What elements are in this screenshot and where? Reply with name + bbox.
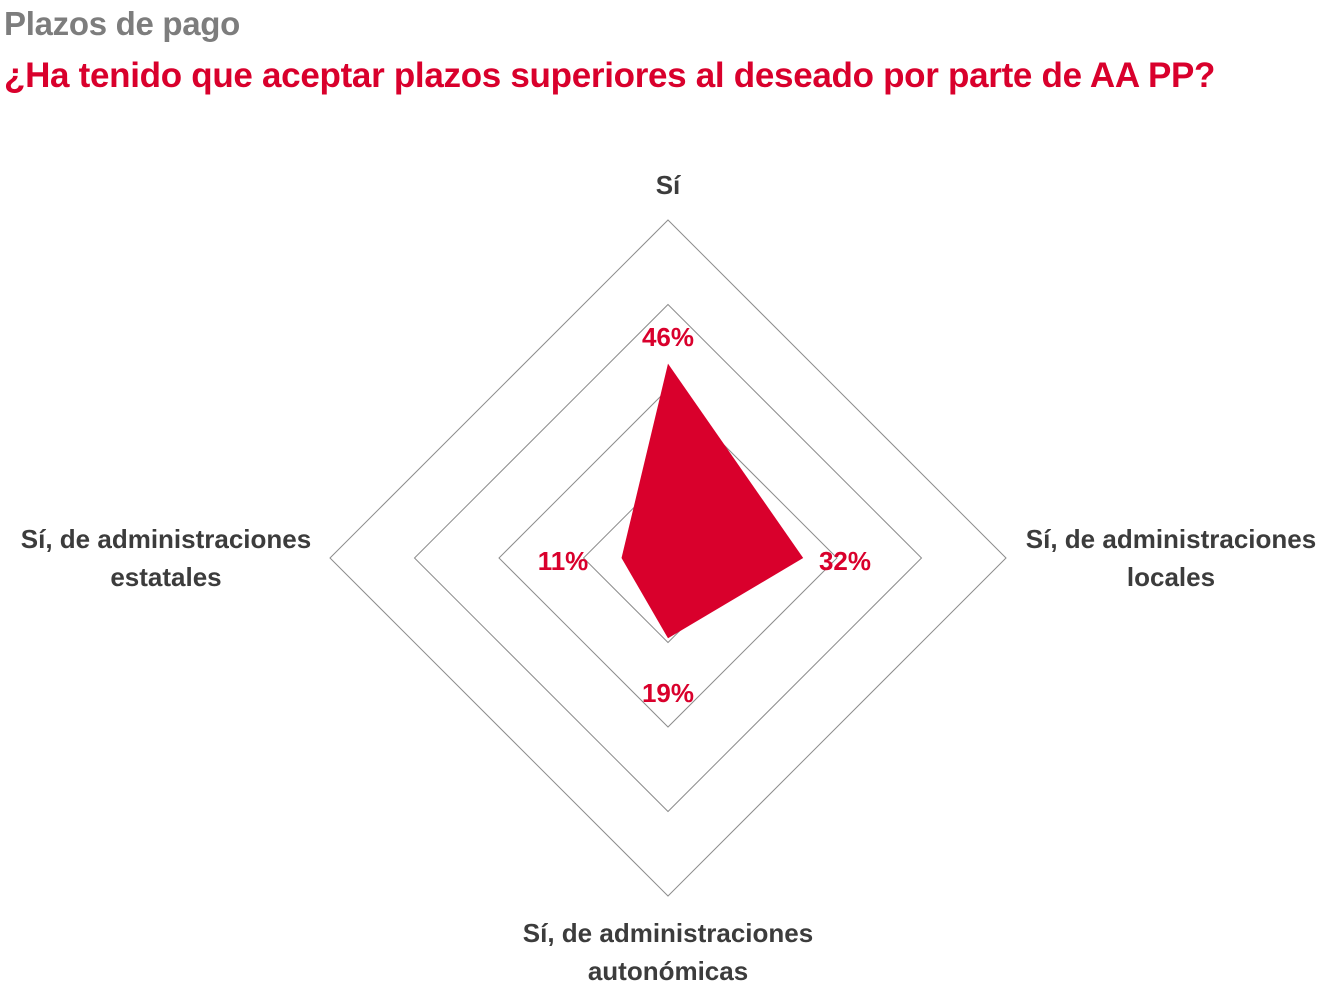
chart-title: ¿Ha tenido que aceptar plazos superiores… [4, 56, 1216, 95]
axis-label-3: Sí, de administraciones autonómicas [523, 918, 813, 986]
value-label-1: 46% [642, 322, 694, 352]
axis-label-line: autonómicas [588, 956, 748, 986]
value-label-2: 32% [819, 546, 871, 576]
axis-label-2: Sí, de administraciones locales [1026, 524, 1316, 592]
value-label-4: 11% [538, 546, 589, 576]
axis-label-line: Sí, de administraciones [1026, 524, 1316, 554]
grid-ring-4 [329, 219, 1007, 897]
data-area [621, 363, 804, 639]
data-layer [621, 363, 804, 639]
label-layer: 46% 32% 19% 11% Sí Sí, de administraciones loc… [21, 170, 1316, 986]
chart-kicker: Plazos de pago [4, 5, 241, 42]
axis-label-line: estatales [110, 562, 221, 592]
axis-label-line: locales [1127, 562, 1215, 592]
axis-label-line: Sí, de administraciones [21, 524, 311, 554]
axis-label-line: Sí [656, 170, 681, 200]
value-label-3: 19% [642, 678, 694, 708]
grid-ring-2 [498, 388, 838, 728]
axis-label-4: Sí, de administraciones estatales [21, 524, 311, 592]
grid-ring-3 [413, 303, 923, 813]
axis-label-1: Sí [656, 170, 681, 200]
axis-label-line: Sí, de administraciones [523, 918, 813, 948]
